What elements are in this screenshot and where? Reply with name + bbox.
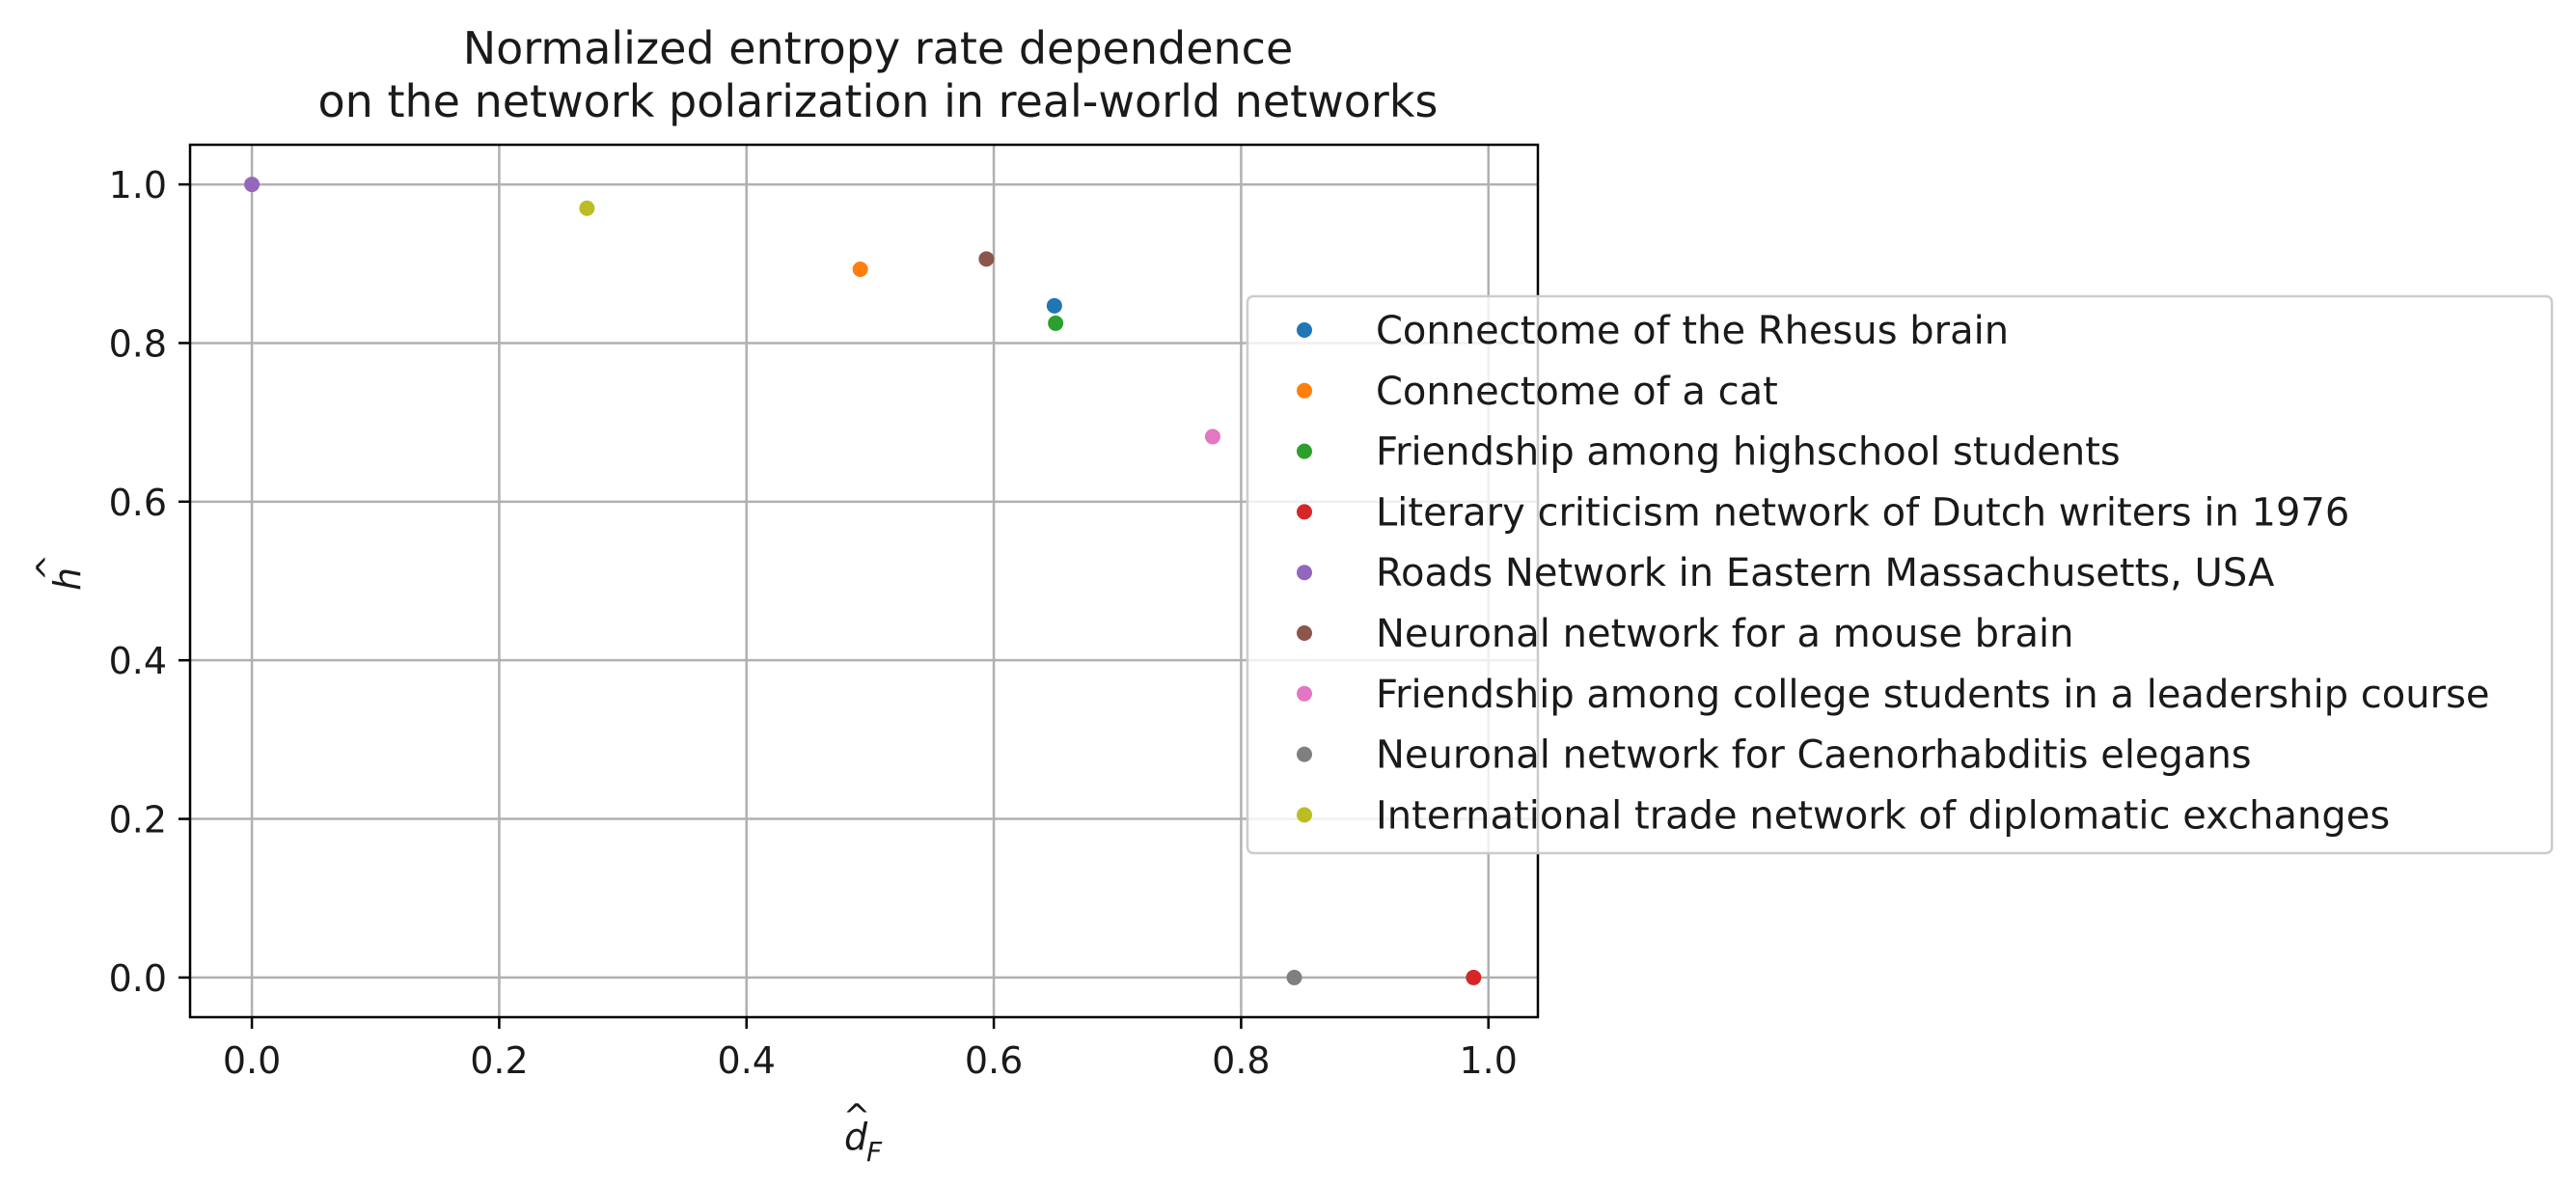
data-point: [1204, 428, 1220, 445]
legend-marker: [1297, 565, 1312, 581]
y-tick-label: 0.6: [109, 482, 167, 524]
x-axis-label-hat: ^: [843, 1097, 871, 1136]
legend-marker: [1297, 443, 1312, 459]
data-point: [1466, 969, 1482, 985]
x-tick-label: 0.6: [965, 1039, 1023, 1082]
y-tick-label: 0.8: [109, 322, 167, 365]
x-tick-label: 0.2: [470, 1039, 528, 1082]
legend-label: Friendship among college students in a l…: [1376, 673, 2490, 717]
legend-marker: [1297, 807, 1312, 823]
legend-label: Connectome of the Rhesus brain: [1376, 309, 2009, 353]
legend-label: Neuronal network for a mouse brain: [1376, 612, 2073, 656]
legend-label: Connectome of a cat: [1376, 370, 1778, 414]
legend-marker: [1297, 322, 1312, 338]
x-axis-label-d: d: [844, 1116, 868, 1158]
legend-label: Roads Network in Eastern Massachusetts, …: [1376, 551, 2275, 595]
x-tick-label: 0.8: [1212, 1039, 1270, 1082]
data-point: [244, 177, 260, 193]
y-tick-label: 1.0: [109, 164, 167, 207]
y-axis-label-hat: ^: [30, 554, 69, 582]
data-point: [1046, 297, 1062, 314]
chart-title-line-1: Normalized entropy rate dependence: [463, 22, 1294, 74]
tick-labels: 0.0 0.2 0.4 0.6 0.8 1.0 0.0 0.2 0.4 0.6 0.8 1.0: [109, 164, 1518, 1082]
data-point: [1048, 315, 1064, 331]
legend-label: Literary criticism network of Dutch writ…: [1376, 490, 2349, 535]
y-axis-label: ^ h: [30, 554, 89, 591]
data-points: [244, 177, 1482, 985]
legend-label: Friendship among highschool students: [1376, 430, 2121, 475]
x-tick-label: 1.0: [1460, 1039, 1518, 1082]
legend-label: Neuronal network for Caenorhabditis eleg…: [1376, 733, 2252, 778]
legend-marker: [1297, 746, 1312, 762]
data-point: [978, 251, 995, 267]
legend-label: International trade network of diplomati…: [1376, 793, 2390, 838]
x-axis-label: ^ d F: [843, 1097, 883, 1168]
data-point: [852, 262, 868, 278]
legend-marker: [1297, 382, 1312, 399]
x-tick-label: 0.0: [223, 1039, 281, 1082]
tick-marks: [178, 182, 1490, 1029]
data-point: [579, 200, 595, 216]
y-tick-label: 0.4: [109, 640, 167, 682]
legend-box: [1246, 294, 2554, 855]
data-point: [1286, 969, 1302, 985]
legend-marker: [1297, 685, 1312, 702]
chart-title-line-2: on the network polarization in real-worl…: [318, 75, 1439, 127]
x-tick-label: 0.4: [718, 1039, 776, 1082]
x-axis-label-sub: F: [866, 1136, 883, 1168]
legend: Connectome of the Rhesus brain Connectome…: [1246, 294, 2554, 855]
y-tick-label: 0.2: [109, 799, 167, 842]
legend-marker: [1297, 625, 1312, 641]
y-axis-label-h: h: [46, 567, 89, 591]
y-tick-label: 0.0: [109, 957, 167, 1000]
legend-marker: [1297, 504, 1312, 520]
